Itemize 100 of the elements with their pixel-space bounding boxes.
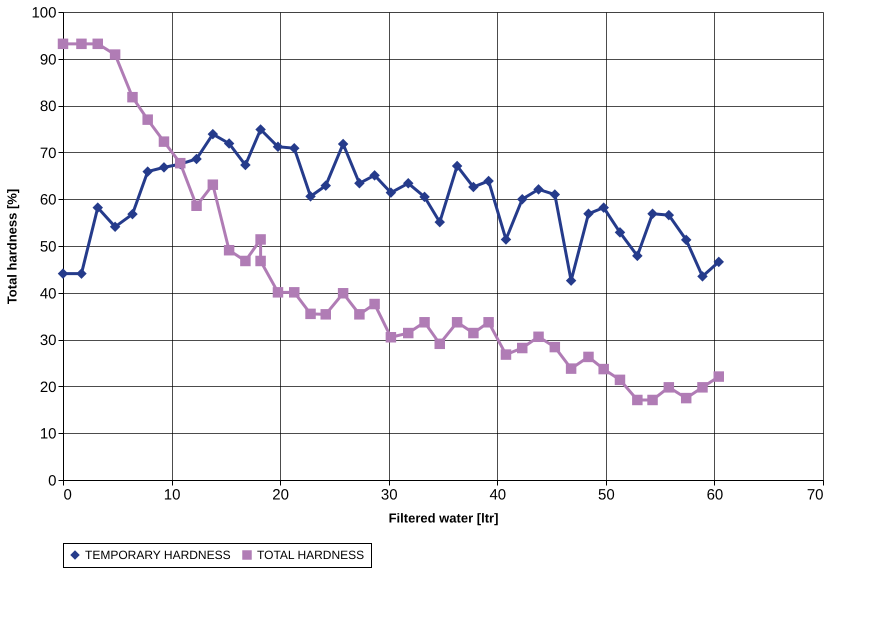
point [483, 176, 494, 186]
y-axis-title: Total hardness [%] [4, 188, 20, 304]
point [240, 256, 251, 266]
point [419, 317, 430, 328]
point [583, 208, 594, 219]
point [419, 192, 430, 202]
point [664, 210, 674, 220]
point [158, 162, 170, 173]
x-tick-label: 10 [164, 486, 180, 504]
point [191, 154, 202, 164]
point [550, 189, 560, 200]
point [142, 166, 153, 177]
point [403, 328, 414, 338]
point [386, 332, 396, 343]
point [434, 338, 445, 350]
point [158, 136, 170, 147]
point [110, 222, 120, 232]
x-tick-label: 0 [64, 486, 72, 504]
point [224, 244, 234, 256]
point [255, 234, 266, 245]
point [289, 142, 300, 154]
point [647, 208, 658, 219]
point [110, 49, 120, 60]
point [305, 191, 316, 202]
point [305, 308, 316, 320]
point [680, 392, 692, 404]
y-tick-label: 40 [40, 285, 56, 302]
y-tick-label: 100 [31, 4, 56, 22]
point [550, 342, 560, 352]
point [255, 256, 266, 266]
point [468, 182, 479, 192]
point [208, 179, 218, 190]
point [468, 328, 479, 338]
point [338, 138, 348, 150]
point [58, 268, 68, 279]
point [680, 234, 692, 246]
point [369, 298, 380, 310]
point [533, 184, 544, 195]
x-tick-label: 60 [706, 486, 724, 504]
y-tick-label: 50 [40, 238, 56, 256]
point [500, 234, 512, 245]
point [566, 363, 576, 374]
point [224, 138, 234, 149]
point [697, 271, 708, 282]
point [255, 124, 266, 135]
point [191, 200, 202, 211]
point [664, 382, 674, 393]
y-tick-label: 30 [40, 332, 56, 350]
y-tick-label: 70 [40, 144, 56, 162]
point [647, 394, 658, 406]
point [583, 352, 594, 362]
point [714, 371, 724, 382]
point [208, 128, 218, 140]
point [289, 287, 300, 298]
point [320, 309, 331, 320]
point [598, 202, 609, 213]
point [76, 268, 87, 279]
legend-label: TEMPORARY HARDNESS [85, 548, 231, 562]
x-tick-label: 70 [806, 486, 824, 504]
point [598, 364, 609, 374]
x-tick-label: 40 [489, 486, 506, 504]
point [533, 332, 544, 342]
y-tick-label: 0 [48, 472, 56, 490]
point [127, 208, 138, 220]
point [632, 250, 643, 262]
point [614, 227, 626, 238]
y-tick-label: 80 [40, 98, 56, 116]
point [369, 170, 380, 181]
point [320, 180, 331, 191]
point [452, 160, 462, 172]
point [614, 374, 626, 386]
y-tick-label: 90 [40, 51, 56, 68]
point [92, 202, 103, 213]
point [714, 256, 724, 268]
y-tick-label: 20 [40, 378, 56, 396]
point [76, 38, 87, 50]
x-tick-label: 50 [598, 486, 615, 504]
point [452, 317, 462, 328]
point [500, 349, 512, 360]
point [483, 317, 494, 328]
point [240, 160, 251, 170]
point [632, 394, 643, 406]
point [386, 187, 396, 198]
x-axis-title: Filtered water [ltr] [388, 510, 498, 526]
y-tick-label: 60 [40, 192, 56, 209]
point [434, 216, 445, 228]
point [142, 114, 153, 125]
point [92, 38, 103, 50]
x-tick-label: 30 [380, 486, 398, 504]
y-tick-label: 10 [40, 426, 56, 443]
point [127, 92, 138, 102]
point [517, 194, 528, 204]
point [354, 178, 365, 189]
point [272, 287, 284, 298]
point [697, 382, 708, 393]
legend-label: TOTAL HARDNESS [257, 548, 364, 562]
point [517, 342, 528, 354]
point [272, 142, 284, 152]
point [403, 178, 414, 189]
point [58, 38, 68, 50]
